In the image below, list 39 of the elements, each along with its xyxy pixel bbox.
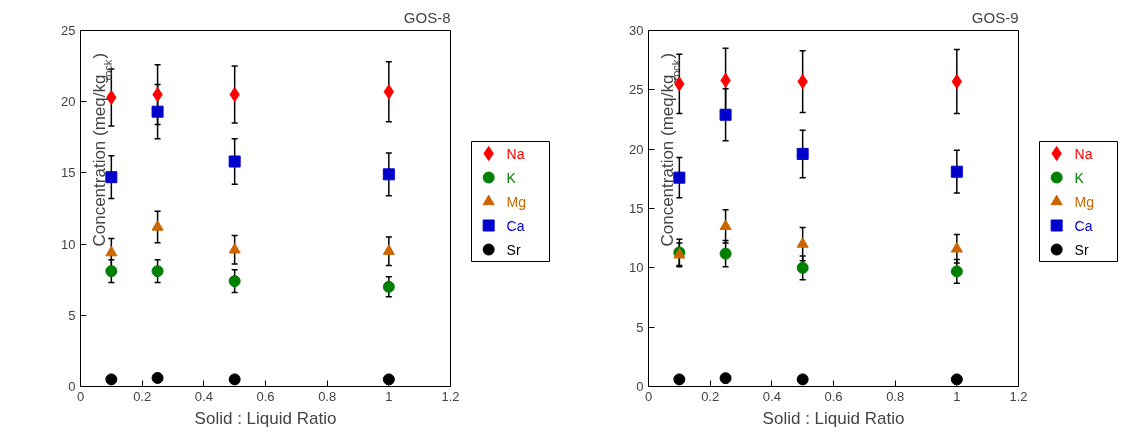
x-tick-label: 0.6 xyxy=(256,388,275,404)
x-tick-label: 1.2 xyxy=(1009,388,1028,404)
legend-label: Na xyxy=(506,145,525,162)
y-tick-label: 25 xyxy=(629,82,644,98)
y-tick-label: 25 xyxy=(61,23,76,38)
chart-title: GOS-9 xyxy=(971,8,1019,26)
x-tick-label: 0.8 xyxy=(886,388,905,404)
y-tick-label: 20 xyxy=(61,94,76,110)
y-tick-label: 10 xyxy=(61,236,76,252)
y-axis-title: Concentration (meq/kgrock) xyxy=(89,52,114,247)
legend-label: Na xyxy=(1074,145,1093,162)
legend-label: Ca xyxy=(506,217,525,234)
y-tick-label: 15 xyxy=(629,201,644,216)
x-axis-title: Solid : Liquid Ratio xyxy=(194,408,337,428)
x-tick-label: 0.2 xyxy=(133,388,152,404)
legend-label: Sr xyxy=(506,241,521,258)
x-tick-label: 1 xyxy=(953,388,961,404)
legend-label: K xyxy=(506,169,517,186)
legend-label: K xyxy=(1074,169,1085,186)
x-tick-label: 0.4 xyxy=(194,388,213,404)
x-tick-label: 0.6 xyxy=(824,388,843,404)
legend-label: Mg xyxy=(1074,193,1095,210)
y-axis-title: Concentration (meq/kgrock) xyxy=(657,52,682,247)
legend-label: Mg xyxy=(506,193,527,210)
y-tick-label: 5 xyxy=(636,319,644,335)
legend-label: Ca xyxy=(1074,217,1093,234)
y-tick-label: 30 xyxy=(629,23,644,38)
y-tick-label: 10 xyxy=(629,260,644,276)
x-tick-label: 1.2 xyxy=(441,388,460,404)
x-axis-title: Solid : Liquid Ratio xyxy=(762,408,905,428)
y-tick-label: 15 xyxy=(61,165,76,181)
chart-title: GOS-8 xyxy=(403,8,451,26)
x-tick-label: 0.2 xyxy=(701,388,720,404)
x-tick-label: 0.8 xyxy=(318,388,337,404)
y-tick-label: 20 xyxy=(629,141,644,157)
x-tick-label: 0.4 xyxy=(762,388,781,404)
y-tick-label: 5 xyxy=(68,307,76,323)
legend-label: Sr xyxy=(1074,241,1089,258)
x-tick-label: 1 xyxy=(385,388,393,404)
